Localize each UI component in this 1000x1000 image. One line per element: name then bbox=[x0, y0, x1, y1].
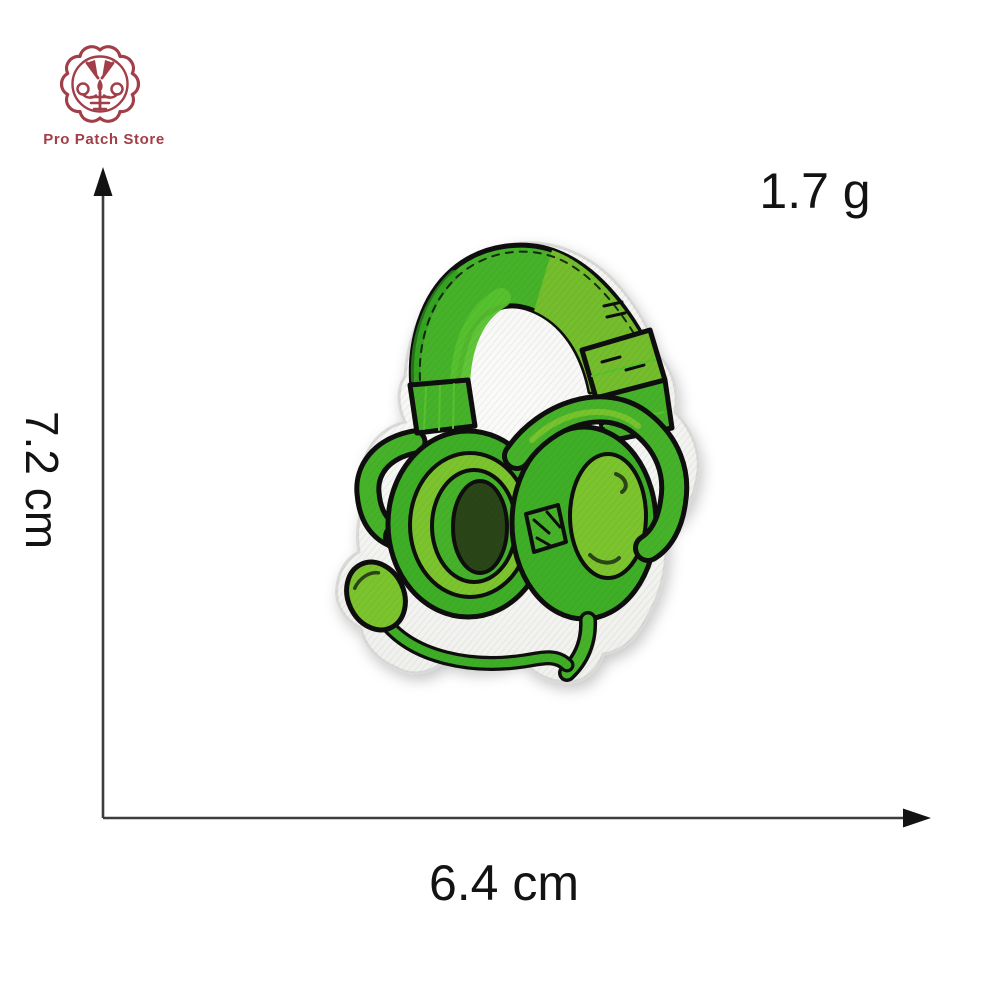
width-arrow bbox=[103, 808, 931, 828]
store-logo-icon bbox=[59, 45, 141, 123]
stitch-texture bbox=[336, 242, 699, 683]
weight-label: 1.7 g bbox=[759, 163, 871, 219]
width-label: 6.4 cm bbox=[428, 855, 580, 911]
height-arrow bbox=[93, 167, 113, 818]
headset-patch-illustration bbox=[334, 241, 700, 684]
height-label: 7.2 cm bbox=[16, 410, 68, 550]
store-logo-text: Pro Patch Store bbox=[43, 131, 165, 148]
